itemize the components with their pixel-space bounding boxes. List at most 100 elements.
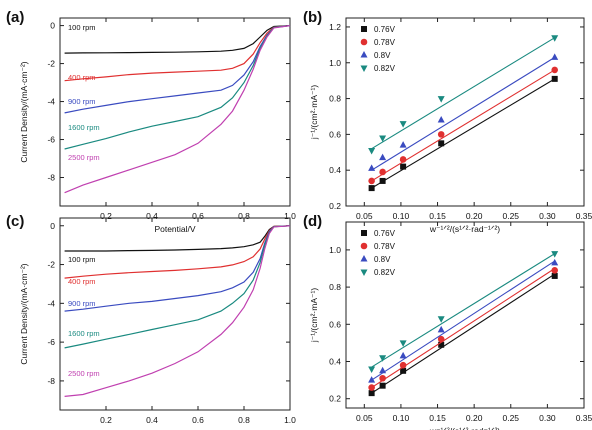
series-label: 400 rpm bbox=[68, 277, 96, 286]
legend-marker bbox=[360, 65, 368, 72]
data-point bbox=[400, 163, 407, 170]
x-tick-label: 0.4 bbox=[146, 415, 158, 425]
x-tick-label: 0.05 bbox=[356, 413, 373, 423]
data-point bbox=[379, 355, 387, 362]
series-line-100-rpm bbox=[64, 225, 291, 252]
series-line-2500-rpm bbox=[64, 25, 291, 194]
x-tick-label: 0.6 bbox=[192, 415, 204, 425]
legend-marker bbox=[360, 38, 368, 46]
x-tick-label: 0.05 bbox=[356, 211, 373, 221]
y-tick-label: -8 bbox=[47, 376, 55, 386]
y-tick-label: 0.4 bbox=[329, 165, 341, 175]
panel-2: (b) 0.05 0.10 0.15 0.20 0.25 0.30 0.35 0.2 0.4 0.6… bbox=[303, 9, 592, 234]
y-axis-label: j⁻¹/(cm²·mA⁻¹) bbox=[309, 288, 319, 343]
legend-label: 0.78V bbox=[374, 242, 396, 251]
x-tick-label: 0.25 bbox=[502, 413, 519, 423]
data-point bbox=[438, 140, 445, 147]
data-point bbox=[437, 96, 445, 103]
y-axis-label: Current Density/(mA·cm⁻²) bbox=[19, 263, 29, 364]
x-axis-label: Potential/V bbox=[154, 224, 195, 234]
data-point bbox=[399, 351, 407, 359]
y-tick-label: -8 bbox=[47, 173, 55, 183]
y-tick-label: 1.0 bbox=[329, 245, 341, 255]
legend-label: 0.82V bbox=[374, 268, 396, 277]
data-point bbox=[437, 116, 445, 123]
y-tick-label: 0.4 bbox=[329, 357, 341, 367]
data-point bbox=[399, 340, 407, 347]
data-point bbox=[368, 390, 375, 397]
data-point bbox=[399, 361, 407, 369]
series-line-100-rpm bbox=[64, 25, 291, 54]
series-label: 1600 rpm bbox=[68, 123, 100, 132]
x-axis-label: Potential/V bbox=[154, 428, 195, 430]
data-point bbox=[379, 382, 386, 389]
data-point bbox=[551, 258, 559, 266]
legend-label: 0.78V bbox=[374, 38, 396, 47]
panel-3: (c) 0.2 0.4 0.6 0.8 1.0 -8 -6 -4 -2 0 Potential/V Cu… bbox=[6, 213, 296, 430]
series-label: 2500 rpm bbox=[68, 153, 100, 162]
y-tick-label: -4 bbox=[47, 298, 55, 308]
y-tick-label: 0 bbox=[50, 21, 55, 31]
y-tick-label: 0 bbox=[50, 221, 55, 231]
fit-line bbox=[371, 78, 555, 189]
legend-marker bbox=[360, 269, 368, 276]
plot-frame bbox=[345, 17, 585, 207]
data-point bbox=[399, 141, 407, 148]
y-tick-label: -6 bbox=[47, 337, 55, 347]
x-tick-label: 0.2 bbox=[100, 415, 112, 425]
panel-label: (d) bbox=[303, 213, 322, 230]
x-tick-label: 1.0 bbox=[284, 211, 296, 221]
series-line-400-rpm bbox=[64, 225, 291, 279]
data-point bbox=[437, 131, 445, 138]
fit-line bbox=[371, 273, 556, 394]
y-axis-label: Current Density/(mA·cm⁻²) bbox=[19, 61, 29, 162]
x-tick-label: 0.25 bbox=[502, 211, 519, 221]
x-tick-label: 0.6 bbox=[192, 211, 204, 221]
y-tick-label: 0.2 bbox=[329, 201, 341, 211]
data-point bbox=[368, 185, 375, 192]
legend-label: 0.76V bbox=[374, 229, 396, 238]
series-label: 1600 rpm bbox=[68, 329, 100, 338]
data-point bbox=[437, 325, 445, 333]
y-tick-label: 0.6 bbox=[329, 129, 341, 139]
y-tick-label: -2 bbox=[47, 59, 55, 69]
legend-label: 0.8V bbox=[374, 51, 391, 60]
plot-frame bbox=[59, 17, 291, 207]
legend-marker bbox=[360, 255, 368, 262]
legend-label: 0.8V bbox=[374, 255, 391, 264]
data-point bbox=[438, 341, 445, 348]
data-point bbox=[368, 147, 376, 155]
data-point bbox=[379, 177, 386, 184]
plot-frame bbox=[345, 221, 585, 409]
series-line-1600-rpm bbox=[64, 225, 291, 349]
y-tick-label: 0.8 bbox=[329, 282, 341, 292]
data-point bbox=[551, 53, 559, 60]
panel-label: (b) bbox=[303, 9, 322, 26]
series-line-900-rpm bbox=[64, 25, 291, 114]
data-point bbox=[368, 384, 375, 391]
fit-line bbox=[371, 69, 555, 182]
x-axis-label: w⁻¹ᐟ²/(s¹ᐟ²·rad⁻¹ᐟ²) bbox=[429, 224, 500, 234]
x-tick-label: 0.35 bbox=[576, 211, 592, 221]
fit-line bbox=[371, 56, 555, 171]
y-tick-label: 0.6 bbox=[329, 319, 341, 329]
fit-line bbox=[371, 268, 556, 389]
legend-marker bbox=[361, 230, 367, 236]
data-point bbox=[379, 168, 386, 176]
data-point bbox=[551, 35, 559, 42]
x-tick-label: 0.15 bbox=[429, 413, 446, 423]
data-point bbox=[437, 316, 445, 323]
x-tick-label: 0.15 bbox=[429, 211, 446, 221]
x-tick-label: 0.30 bbox=[539, 413, 556, 423]
y-tick-label: 1.0 bbox=[329, 58, 341, 68]
panel-4: (d) 0.05 0.10 0.15 0.20 0.25 0.30 0.35 0.2 0.4 0.6… bbox=[303, 213, 592, 430]
x-tick-label: 0.8 bbox=[238, 415, 250, 425]
data-point bbox=[399, 156, 407, 163]
series-line-400-rpm bbox=[64, 25, 291, 82]
data-point bbox=[551, 272, 558, 279]
x-tick-label: 0.20 bbox=[466, 211, 483, 221]
legend-marker bbox=[360, 51, 368, 58]
y-tick-label: -4 bbox=[47, 97, 55, 107]
x-tick-label: 0.20 bbox=[466, 413, 483, 423]
